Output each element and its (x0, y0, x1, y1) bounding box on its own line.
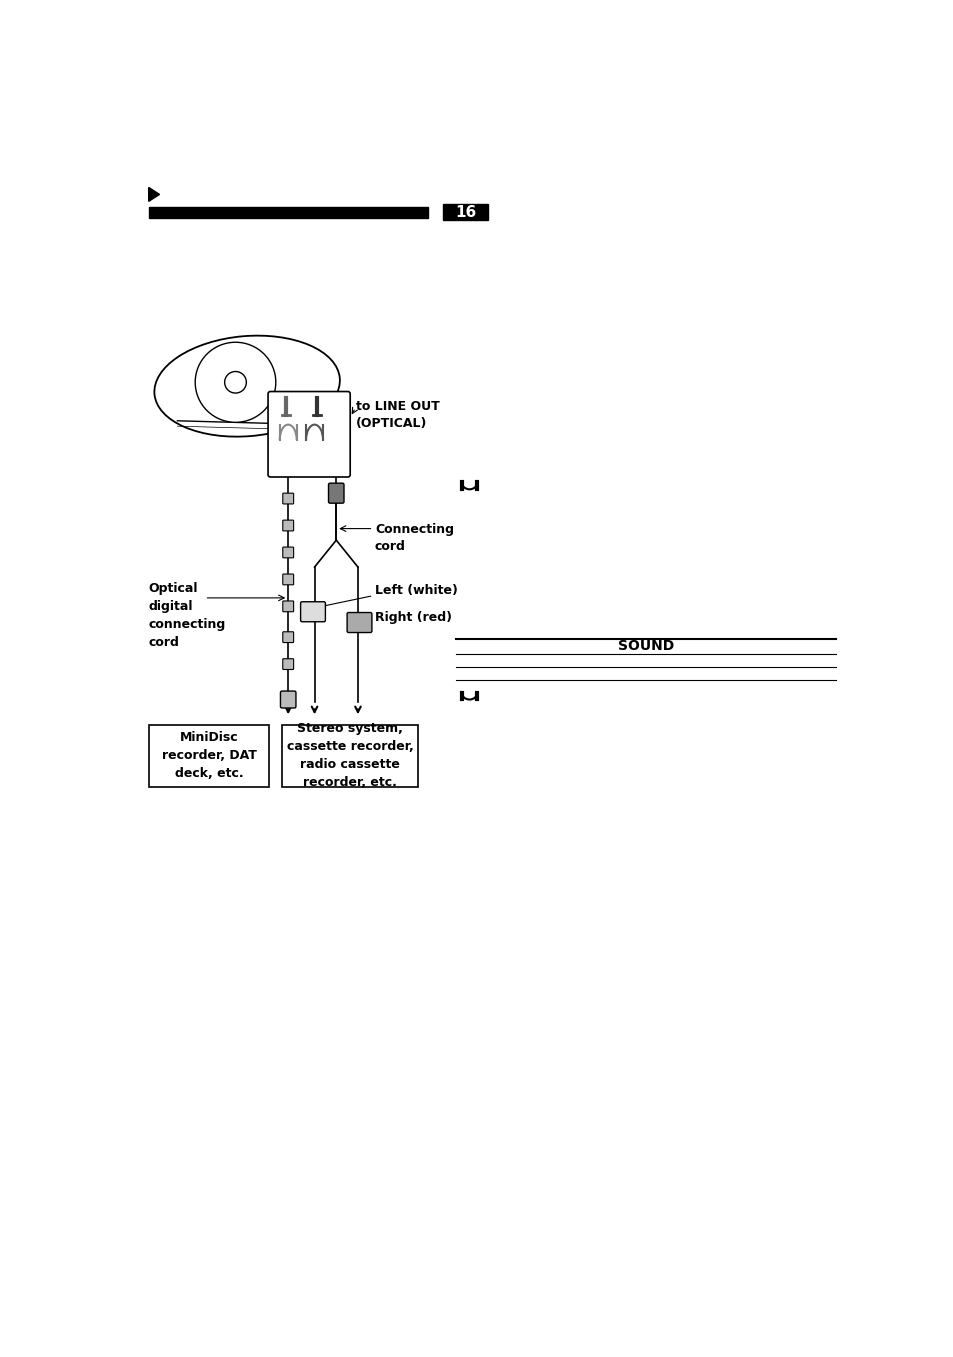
FancyBboxPatch shape (282, 574, 294, 585)
FancyBboxPatch shape (282, 632, 294, 643)
FancyBboxPatch shape (282, 601, 294, 612)
Circle shape (309, 398, 316, 406)
Bar (443, 205, 488, 220)
Text: Left (white): Left (white) (375, 584, 457, 597)
Text: Connecting
cord: Connecting cord (375, 524, 454, 554)
Text: Stereo system,
cassette recorder,
radio cassette
recorder, etc.: Stereo system, cassette recorder, radio … (287, 722, 414, 790)
FancyBboxPatch shape (328, 483, 344, 503)
Polygon shape (149, 187, 159, 201)
Text: MiniDisc
recorder, DAT
deck, etc.: MiniDisc recorder, DAT deck, etc. (162, 731, 256, 780)
Text: Optical
digital
connecting
cord: Optical digital connecting cord (149, 582, 226, 650)
Text: to LINE OUT
(OPTICAL): to LINE OUT (OPTICAL) (355, 400, 439, 430)
FancyBboxPatch shape (282, 658, 294, 669)
FancyBboxPatch shape (347, 612, 372, 632)
Bar (282, 725, 417, 787)
Ellipse shape (154, 335, 339, 437)
Circle shape (195, 342, 275, 422)
FancyBboxPatch shape (268, 392, 350, 478)
Bar (149, 206, 427, 217)
FancyBboxPatch shape (280, 691, 295, 708)
FancyBboxPatch shape (282, 520, 294, 531)
FancyBboxPatch shape (300, 601, 325, 622)
FancyBboxPatch shape (282, 547, 294, 558)
FancyBboxPatch shape (318, 394, 336, 402)
Circle shape (224, 372, 246, 394)
Circle shape (297, 398, 305, 406)
FancyBboxPatch shape (282, 493, 294, 503)
Text: Right (red): Right (red) (375, 611, 452, 624)
Circle shape (286, 398, 294, 406)
Bar (149, 725, 269, 787)
Text: 16: 16 (455, 205, 476, 220)
Text: SOUND: SOUND (618, 639, 674, 654)
